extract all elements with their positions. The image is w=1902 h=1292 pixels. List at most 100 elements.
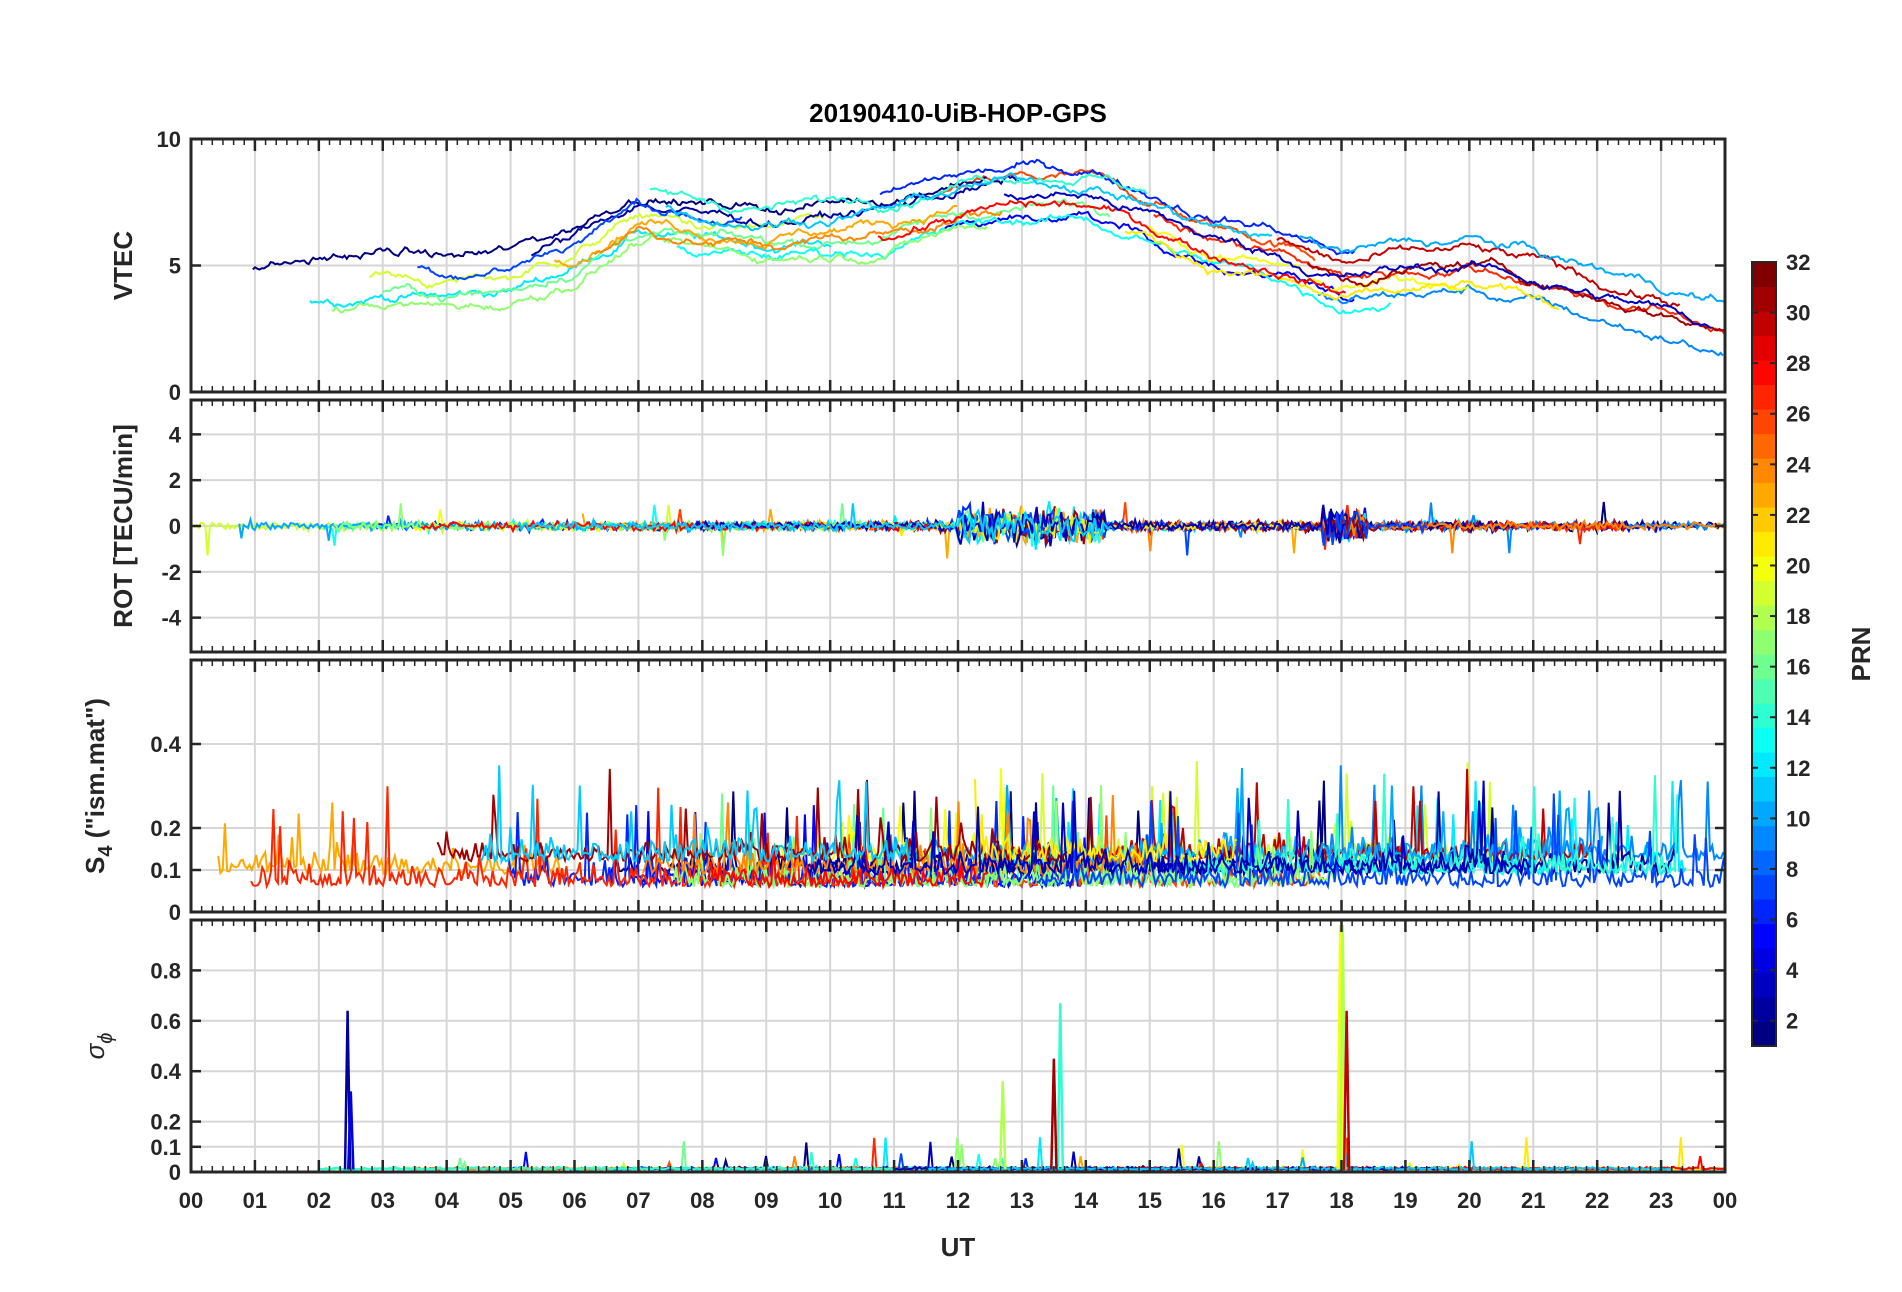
y-tick-label: 0.8	[150, 958, 181, 983]
spike-prn-4	[346, 1091, 355, 1170]
colorbar-segment	[1752, 948, 1776, 974]
colorbar-tick-label: 26	[1786, 402, 1810, 427]
series-line-prn-1	[252, 176, 987, 271]
panel-frame	[189, 658, 1727, 914]
series-line-prn-11	[516, 503, 1112, 546]
x-tick-label: 02	[307, 1188, 331, 1213]
series-line-prn-5	[944, 210, 1355, 303]
y-axis-label-vtec: VTEC	[108, 231, 138, 301]
x-tick-label: 14	[1074, 1188, 1099, 1213]
y-tick-label: 0.4	[150, 732, 181, 757]
colorbar-tick-label: 16	[1786, 655, 1810, 680]
panel-frame	[189, 918, 1727, 1174]
colorbar-segment	[1752, 997, 1776, 1023]
y-tick-label: 4	[169, 422, 182, 447]
y-tick-label: 0.6	[150, 1009, 181, 1034]
x-tick-label: 05	[498, 1188, 522, 1213]
y-tick-label: 10	[157, 127, 181, 152]
x-tick-label: 13	[1010, 1188, 1034, 1213]
x-tick-label: 01	[243, 1188, 267, 1213]
colorbar-segment	[1752, 972, 1776, 998]
x-axis: 00 01 02 03 04 05 06 07 08 09 10 11 12 13 14 15 16 17 18 19…	[179, 1188, 1737, 1213]
colorbar-tick-label: 24	[1786, 452, 1811, 477]
y-tick-label: 0	[169, 380, 181, 405]
x-tick-label: 10	[818, 1188, 842, 1213]
series-line-prn-21	[1124, 230, 1560, 311]
y-axis-label-s4: S4 ("ism.mat")	[80, 698, 117, 874]
panel-vtec: 0 5 10 VTEC	[108, 127, 1727, 405]
colorbar-label: PRN	[1846, 627, 1876, 682]
x-tick-label: 15	[1138, 1188, 1162, 1213]
colorbar-tick-label: 4	[1786, 958, 1799, 983]
panel-s4: 0 0.1 0.2 0.4 S4 ("ism.mat")	[80, 658, 1727, 925]
y-tick-label: -2	[161, 560, 181, 585]
series-line-prn-11	[665, 172, 1273, 238]
colorbar-segment	[1752, 335, 1776, 361]
x-tick-label: 08	[690, 1188, 714, 1213]
panel-frame	[189, 137, 1727, 394]
colorbar-segment	[1752, 286, 1776, 312]
series-group	[193, 500, 1726, 559]
y-tick-label: -4	[161, 606, 181, 631]
colorbar-segment	[1752, 850, 1776, 876]
series-line-prn-9	[1317, 283, 1724, 357]
y-tick-label: 0	[169, 900, 181, 925]
colorbar-segment	[1752, 874, 1776, 900]
colorbar-segment	[1752, 458, 1776, 484]
spike-prn-18	[998, 1081, 1007, 1170]
series-line-prn-20	[1147, 224, 1470, 292]
colorbar-tick-label: 28	[1786, 351, 1810, 376]
y-tick-label: 0	[169, 1160, 181, 1185]
series-line-prn-31	[1306, 256, 1724, 332]
series-line-prn-12	[309, 229, 832, 308]
x-tick-label: 00	[1713, 1188, 1737, 1213]
colorbar-tick-label: 22	[1786, 503, 1810, 528]
panel-frame	[189, 398, 1727, 654]
panel-sigma_phi: 00.10.2 0.4 0.6 0.8 σϕ	[80, 918, 1727, 1185]
colorbar-tick-label: 10	[1786, 806, 1810, 831]
colorbar-segment	[1752, 923, 1776, 949]
colorbar-tick-label: 6	[1786, 908, 1798, 933]
series-line-prn-28	[707, 845, 989, 891]
x-tick-label: 20	[1457, 1188, 1481, 1213]
x-tick-label: 22	[1585, 1188, 1609, 1213]
series-line-prn-14	[649, 173, 1148, 215]
series-line-prn-10	[1298, 234, 1725, 303]
colorbar-segment	[1752, 482, 1776, 508]
x-tick-label: 21	[1521, 1188, 1545, 1213]
series-line-prn-16	[716, 785, 1258, 891]
colorbar-segment	[1752, 703, 1776, 729]
colorbar-segment	[1752, 678, 1776, 704]
y-tick-label: 0.2	[150, 816, 181, 841]
spike-prn-30	[1342, 1010, 1351, 1170]
colorbar-segment	[1752, 727, 1776, 753]
x-tick-label: 07	[626, 1188, 650, 1213]
colorbar-tick-label: 8	[1786, 857, 1798, 882]
series-line-prn-13	[676, 213, 1392, 315]
y-axis-label-main: S	[80, 857, 110, 874]
colorbar-segment	[1752, 556, 1776, 582]
colorbar-segment	[1752, 752, 1776, 778]
y-tick-label: 0.2	[150, 1110, 181, 1135]
colorbar-segment	[1752, 433, 1776, 459]
colorbar-segment	[1752, 629, 1776, 655]
series-line-prn-3	[689, 501, 1346, 545]
colorbar-segment	[1752, 1021, 1776, 1047]
panel-rot: -4 -2 0 2 4 ROT [TECU/min]	[108, 398, 1727, 654]
x-tick-label: 06	[562, 1188, 586, 1213]
x-tick-label: 04	[434, 1188, 459, 1213]
y-axis-label-main: σ	[80, 1042, 110, 1059]
series-line-prn-3	[1003, 191, 1712, 329]
colorbar-segment	[1752, 507, 1776, 533]
y-tick-label: 2	[169, 468, 181, 493]
series-line-prn-6	[879, 158, 1356, 256]
y-axis-label-sub: ϕ	[95, 1033, 117, 1044]
colorbar-tick-label: 20	[1786, 553, 1810, 578]
y-tick-label: 0	[169, 514, 181, 539]
x-tick-label: 09	[754, 1188, 778, 1213]
x-tick-label: 03	[371, 1188, 395, 1213]
colorbar-tick-label: 32	[1786, 250, 1810, 275]
y-axis-label-rot: ROT [TECU/min]	[108, 424, 138, 628]
